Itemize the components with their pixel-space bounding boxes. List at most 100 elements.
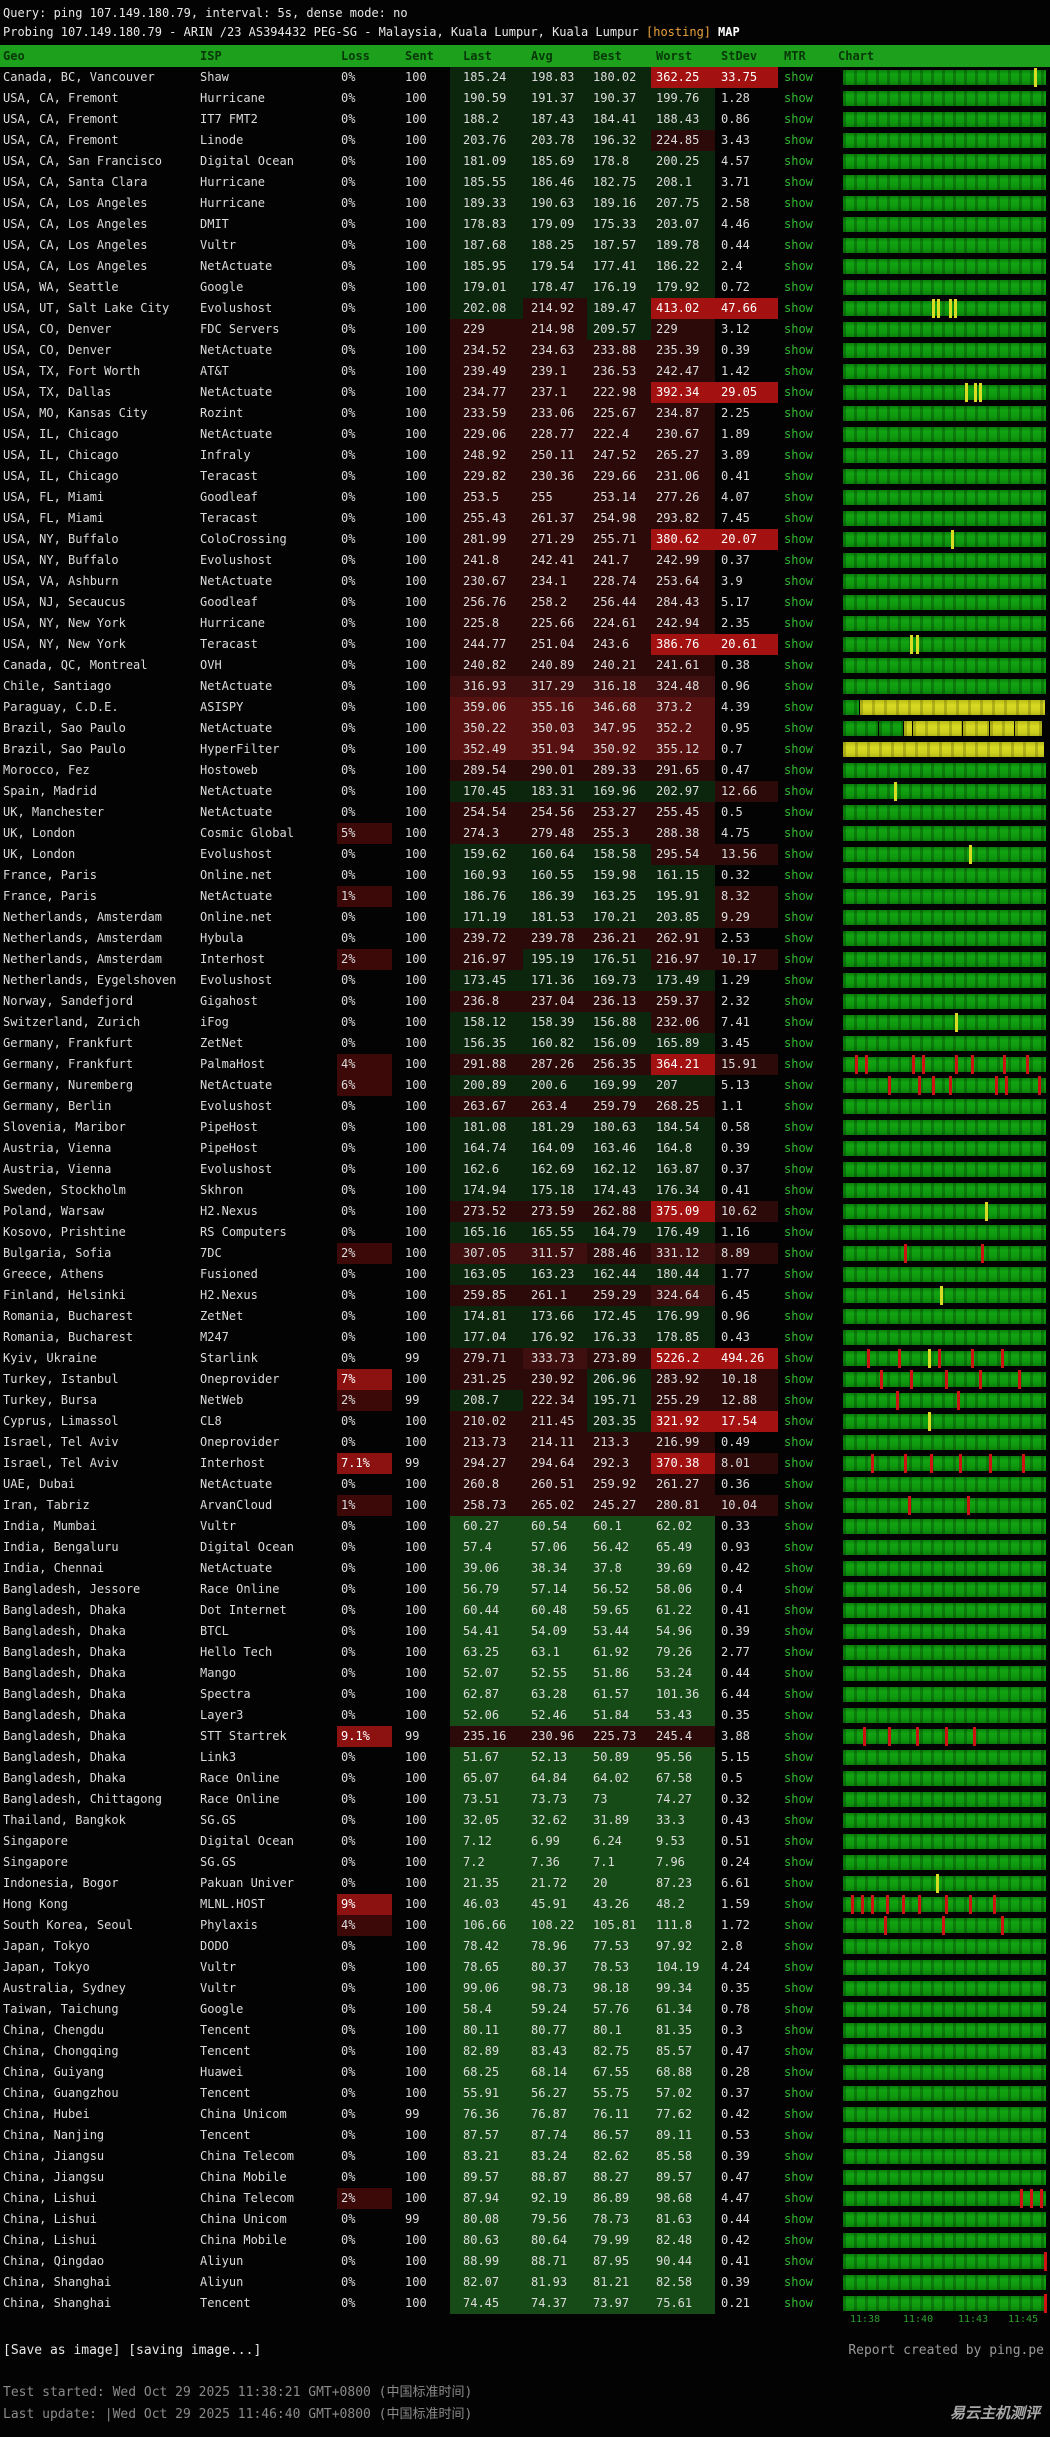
mtr-show-link[interactable]: show [784,1918,813,1932]
mtr-show-link[interactable]: show [784,2170,813,2184]
mtr-show-link[interactable]: show [784,910,813,924]
mtr-show-link[interactable]: show [784,2065,813,2079]
map-link[interactable]: MAP [718,25,740,39]
mtr-show-link[interactable]: show [784,2212,813,2226]
mtr-show-link[interactable]: show [784,1036,813,1050]
mtr-show-link[interactable]: show [784,1582,813,1596]
mtr-show-link[interactable]: show [784,1330,813,1344]
mtr-show-link[interactable]: show [784,1162,813,1176]
mtr-show-link[interactable]: show [784,1519,813,1533]
mtr-show-link[interactable]: show [784,1120,813,1134]
mtr-show-link[interactable]: show [784,784,813,798]
mtr-show-link[interactable]: show [784,2275,813,2289]
mtr-show-link[interactable]: show [784,1141,813,1155]
mtr-show-link[interactable]: show [784,868,813,882]
mtr-show-link[interactable]: show [784,973,813,987]
mtr-show-link[interactable]: show [784,1624,813,1638]
mtr-show-link[interactable]: show [784,1015,813,1029]
save-as-image-link[interactable]: [Save as image] [3,2343,121,2358]
mtr-show-link[interactable]: show [784,1645,813,1659]
mtr-show-link[interactable]: show [784,1792,813,1806]
mtr-show-link[interactable]: show [784,1246,813,1260]
mtr-show-link[interactable]: show [784,805,813,819]
mtr-show-link[interactable]: show [784,1414,813,1428]
saving-image-status[interactable]: [saving image...] [128,2343,262,2358]
mtr-show-link[interactable]: show [784,1351,813,1365]
mtr-show-link[interactable]: show [784,343,813,357]
mtr-show-link[interactable]: show [784,2044,813,2058]
mtr-show-link[interactable]: show [784,1750,813,1764]
mtr-show-link[interactable]: show [784,1561,813,1575]
mtr-show-link[interactable]: show [784,1435,813,1449]
mtr-show-link[interactable]: show [784,406,813,420]
mtr-show-link[interactable]: show [784,364,813,378]
mtr-show-link[interactable]: show [784,679,813,693]
mtr-show-link[interactable]: show [784,1057,813,1071]
mtr-show-link[interactable]: show [784,1225,813,1239]
mtr-show-link[interactable]: show [784,1456,813,1470]
mtr-show-link[interactable]: show [784,280,813,294]
mtr-show-link[interactable]: show [784,1960,813,1974]
mtr-show-link[interactable]: show [784,1834,813,1848]
mtr-show-link[interactable]: show [784,1603,813,1617]
mtr-show-link[interactable]: show [784,1393,813,1407]
mtr-show-link[interactable]: show [784,2296,813,2310]
mtr-show-link[interactable]: show [784,175,813,189]
mtr-show-link[interactable]: show [784,1540,813,1554]
mtr-show-link[interactable]: show [784,616,813,630]
mtr-show-link[interactable]: show [784,112,813,126]
mtr-show-link[interactable]: show [784,1729,813,1743]
mtr-show-link[interactable]: show [784,1939,813,1953]
mtr-show-link[interactable]: show [784,721,813,735]
mtr-show-link[interactable]: show [784,2191,813,2205]
mtr-show-link[interactable]: show [784,385,813,399]
mtr-show-link[interactable]: show [784,1897,813,1911]
mtr-show-link[interactable]: show [784,952,813,966]
mtr-show-link[interactable]: show [784,742,813,756]
mtr-show-link[interactable]: show [784,700,813,714]
mtr-show-link[interactable]: show [784,532,813,546]
mtr-show-link[interactable]: show [784,1771,813,1785]
mtr-show-link[interactable]: show [784,1981,813,1995]
mtr-show-link[interactable]: show [784,427,813,441]
mtr-show-link[interactable]: show [784,238,813,252]
mtr-show-link[interactable]: show [784,448,813,462]
mtr-show-link[interactable]: show [784,196,813,210]
mtr-show-link[interactable]: show [784,889,813,903]
mtr-show-link[interactable]: show [784,133,813,147]
mtr-show-link[interactable]: show [784,1099,813,1113]
mtr-show-link[interactable]: show [784,994,813,1008]
mtr-show-link[interactable]: show [784,91,813,105]
mtr-show-link[interactable]: show [784,1498,813,1512]
mtr-show-link[interactable]: show [784,1708,813,1722]
mtr-show-link[interactable]: show [784,595,813,609]
mtr-show-link[interactable]: show [784,1477,813,1491]
mtr-show-link[interactable]: show [784,217,813,231]
mtr-show-link[interactable]: show [784,1666,813,1680]
mtr-show-link[interactable]: show [784,1876,813,1890]
mtr-show-link[interactable]: show [784,553,813,567]
mtr-show-link[interactable]: show [784,1813,813,1827]
mtr-show-link[interactable]: show [784,1078,813,1092]
mtr-show-link[interactable]: show [784,1309,813,1323]
mtr-show-link[interactable]: show [784,1183,813,1197]
mtr-show-link[interactable]: show [784,2254,813,2268]
hosting-tag-link[interactable]: [hosting] [646,25,712,39]
mtr-show-link[interactable]: show [784,658,813,672]
mtr-show-link[interactable]: show [784,1855,813,1869]
mtr-show-link[interactable]: show [784,2107,813,2121]
mtr-show-link[interactable]: show [784,259,813,273]
mtr-show-link[interactable]: show [784,2023,813,2037]
mtr-show-link[interactable]: show [784,154,813,168]
mtr-show-link[interactable]: show [784,1687,813,1701]
mtr-show-link[interactable]: show [784,574,813,588]
mtr-show-link[interactable]: show [784,469,813,483]
mtr-show-link[interactable]: show [784,301,813,315]
mtr-show-link[interactable]: show [784,322,813,336]
mtr-show-link[interactable]: show [784,1288,813,1302]
mtr-show-link[interactable]: show [784,1204,813,1218]
mtr-show-link[interactable]: show [784,490,813,504]
mtr-show-link[interactable]: show [784,2149,813,2163]
mtr-show-link[interactable]: show [784,70,813,84]
mtr-show-link[interactable]: show [784,2002,813,2016]
